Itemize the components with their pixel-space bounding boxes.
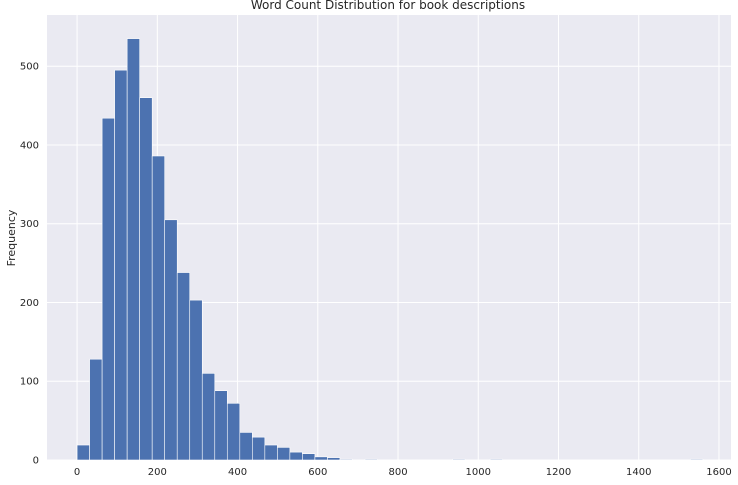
histogram-bar — [226, 402, 241, 461]
x-tick-label: 1400 — [626, 467, 651, 478]
histogram-bar — [339, 458, 353, 461]
x-axis-ticks: 0 200 400 600 800 1000 1200 1400 1600 — [74, 467, 732, 478]
x-tick-label: 400 — [228, 467, 247, 478]
histogram-bar — [139, 97, 153, 461]
y-tick-label: 200 — [20, 298, 39, 309]
x-tick-label: 200 — [148, 467, 167, 478]
histogram-bar — [364, 458, 378, 461]
histogram-bar — [76, 444, 90, 461]
histogram-bar — [289, 451, 303, 461]
y-axis-label: Frequency — [5, 209, 18, 266]
y-tick-label: 100 — [20, 377, 39, 388]
histogram-bar — [151, 155, 166, 461]
grid-lines — [47, 15, 731, 461]
histogram-bar — [327, 457, 341, 461]
histogram-bar — [214, 390, 228, 461]
histogram-bar — [489, 458, 503, 461]
x-tick-label: 800 — [388, 467, 407, 478]
histogram-bar — [176, 272, 191, 461]
histogram-bar — [114, 69, 128, 461]
histogram-bar — [201, 373, 216, 461]
histogram-bar — [101, 117, 115, 461]
y-tick-label: 500 — [20, 62, 39, 73]
x-tick-label: 1000 — [466, 467, 491, 478]
chart-title: Word Count Distribution for book descrip… — [251, 0, 525, 12]
histogram-bar — [164, 219, 178, 461]
histogram-bar — [690, 458, 704, 461]
histogram-bar — [89, 358, 103, 461]
histogram-bar — [239, 432, 253, 461]
x-tick-label: 600 — [308, 467, 327, 478]
x-tick-label: 0 — [74, 467, 80, 478]
histogram-bar — [264, 444, 278, 461]
y-tick-label: 400 — [20, 140, 39, 151]
histogram-bar — [126, 38, 140, 461]
histogram-bar — [252, 436, 266, 461]
x-tick-label: 1200 — [546, 467, 571, 478]
x-tick-label: 1600 — [706, 467, 731, 478]
y-axis-ticks: 0 100 200 300 400 500 — [20, 62, 39, 467]
y-tick-label: 300 — [20, 219, 39, 230]
histogram-bar — [277, 447, 291, 461]
histogram-bar — [189, 299, 203, 461]
y-tick-label: 0 — [33, 456, 39, 467]
histogram-bar — [302, 453, 316, 461]
histogram-bars — [76, 38, 704, 461]
histogram-bar — [314, 456, 328, 461]
histogram-bar — [452, 458, 466, 461]
